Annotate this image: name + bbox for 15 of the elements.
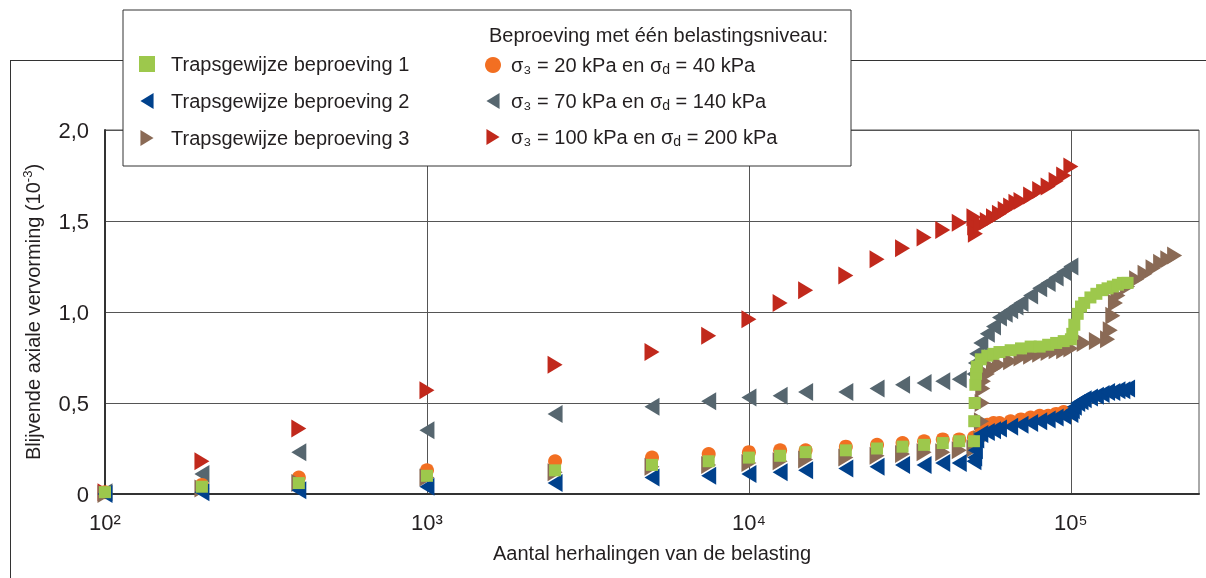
legend-label: Trapsgewijze beproeving 3 xyxy=(171,127,410,149)
x-axis-title: Aantal herhalingen van de belasting xyxy=(492,542,812,564)
x-tick-label: 10⁵ xyxy=(1054,509,1088,535)
y-tick-label: 0,5 xyxy=(58,390,89,416)
x-tick-label: 10² xyxy=(89,509,121,535)
legend-label: Trapsgewijze beproeving 1 xyxy=(171,53,410,75)
x-tick-label: 10⁴ xyxy=(731,509,766,535)
y-tick-label: 1,5 xyxy=(58,208,89,234)
legend-label: Trapsgewijze beproeving 2 xyxy=(171,90,410,112)
y-tick-label: 0 xyxy=(76,481,89,507)
x-tick-label: 10³ xyxy=(411,509,443,535)
legend-title: Beproeving met één belastingsniveau: xyxy=(489,24,829,46)
y-tick-label: 2,0 xyxy=(58,117,89,143)
y-tick-label: 1,0 xyxy=(58,299,89,325)
y-axis-title: Blijvende axiale vervorming (10-3) xyxy=(20,163,44,461)
